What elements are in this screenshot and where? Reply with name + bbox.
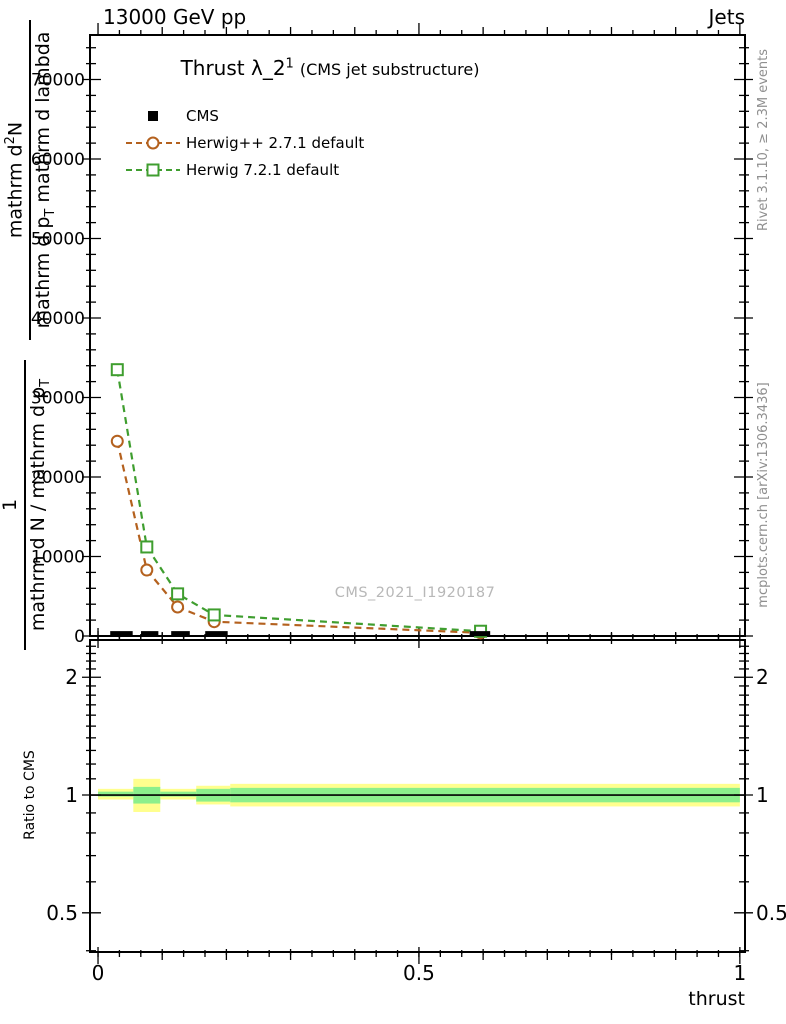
series-herwigpp-271 xyxy=(110,434,488,640)
legend-item-label: Herwig 7.2.1 default xyxy=(186,161,340,179)
cms-data-marker xyxy=(141,631,159,637)
plot-title-suffix: (CMS jet substructure) xyxy=(299,60,480,79)
analysis-id-watermark: CMS_2021_I1920187 xyxy=(334,585,496,601)
ratio-tick-label-right: 0.5 xyxy=(756,901,786,925)
ratio-tick-label-left: 2 xyxy=(65,665,78,689)
y-label-superscript: 2 xyxy=(3,136,18,145)
ratio-axis-label: Ratio to CMS xyxy=(22,750,38,840)
open-square-marker xyxy=(110,363,124,377)
analysis-group-label: Jets xyxy=(708,5,745,29)
y-label-text: mathrm d p xyxy=(32,216,55,329)
legend-item-label: Herwig++ 2.7.1 default xyxy=(186,134,365,152)
y-tick-label: 0 xyxy=(74,627,85,647)
cms-data-points xyxy=(110,631,491,637)
y-label-subscript: T xyxy=(37,378,53,387)
open-square-marker xyxy=(140,540,154,554)
y-axis-label-bottom-numerator: 1 xyxy=(0,498,21,512)
x-axis-label: thrust xyxy=(688,988,745,1010)
y-axis-label-top-fraction: mathrm d2N mathrm d pT mathrm d lambda xyxy=(3,20,65,340)
open-circle-marker xyxy=(171,600,185,614)
y-tick-label: 60000 xyxy=(31,150,85,170)
cms-data-marker xyxy=(205,631,228,637)
main-y-tick-labels: 0 10000 20000 30000 40000 50000 60000 70000 xyxy=(31,71,85,647)
open-circle-marker xyxy=(140,563,154,577)
y-tick-label: 20000 xyxy=(31,468,85,488)
legend-item-cms: CMS xyxy=(122,106,364,126)
beam-energy-label: 13000 GeV pp xyxy=(103,5,247,29)
fraction-bar xyxy=(23,360,26,650)
x-tick-labels: 0 0.5 1 xyxy=(92,961,747,985)
y-axis-label-bottom-fraction: 1 mathrm d N / mathrm d pT xyxy=(0,360,61,650)
y-tick-label: 50000 xyxy=(31,230,85,250)
cms-data-marker xyxy=(469,631,491,637)
y-label-text: mathrm d lambda xyxy=(32,31,55,209)
cms-data-marker xyxy=(171,631,190,637)
open-square-marker xyxy=(207,608,221,622)
y-tick-label: 70000 xyxy=(31,71,85,91)
legend-item-herwig-7-2-1-default: Herwig 7.2.1 default xyxy=(122,160,364,180)
y-label-text: mathrm d N / mathrm d p xyxy=(26,386,49,632)
x-tick-label: 0 xyxy=(92,961,105,985)
open-circle-icon xyxy=(126,136,180,150)
main-y-ticks xyxy=(82,47,753,637)
ratio-tick-label-left: 1 xyxy=(65,783,78,807)
x-axis-ticks xyxy=(97,23,741,964)
x-tick-label: 1 xyxy=(733,961,746,985)
y-tick-label: 40000 xyxy=(31,309,85,329)
filled-square-icon xyxy=(148,111,158,121)
plot-title-main: Thrust λ_2 xyxy=(180,56,286,80)
legend-item-label: CMS xyxy=(186,107,219,125)
ratio-y-ticks xyxy=(82,645,753,952)
y-label-text: N xyxy=(4,121,27,137)
open-circle-marker xyxy=(110,434,124,448)
rivet-version-note: Rivet 3.1.10, ≥ 2.3M events xyxy=(756,48,771,232)
ratio-band-green xyxy=(98,791,134,797)
ratio-band-green xyxy=(160,791,197,797)
y-tick-label: 30000 xyxy=(31,389,85,409)
open-square-icon xyxy=(126,163,180,177)
ratio-y-tick-labels: 0.5 0.5 1 1 2 2 xyxy=(46,665,786,925)
y-label-text: mathrm d xyxy=(4,144,27,239)
ratio-tick-label-left: 0.5 xyxy=(46,901,78,925)
ratio-tick-label-right: 1 xyxy=(756,783,769,807)
y-label-subscript: T xyxy=(42,208,58,217)
legend-item-herwig-2-7-1-default: Herwig++ 2.7.1 default xyxy=(122,133,364,153)
cms-data-marker xyxy=(110,631,133,637)
main-panel-frame xyxy=(89,34,746,637)
ratio-tick-label-right: 2 xyxy=(756,665,769,689)
ratio-panel-frame xyxy=(89,639,746,953)
y-tick-label: 10000 xyxy=(31,548,85,568)
x-tick-label: 0.5 xyxy=(403,961,435,985)
y-axis-label-bottom-denominator: mathrm d N / mathrm d pT xyxy=(27,379,54,631)
mcplots-reference-note: mcplots.cern.ch [arXiv:1306.3436] xyxy=(756,382,771,608)
fraction-bar xyxy=(29,20,32,340)
open-square-marker xyxy=(171,587,185,601)
y-axis-label-top-numerator: mathrm d2N xyxy=(3,114,28,246)
legend: CMS Herwig++ 2.7.1 default Herwig 7.2.1 de… xyxy=(122,106,364,187)
plot-title-superscript: 1 xyxy=(285,56,294,72)
plot-title: Thrust λ_21 (CMS jet substructure) xyxy=(181,56,480,80)
series-line xyxy=(116,440,481,634)
panel-frames xyxy=(89,34,746,953)
y-axis-label-top-denominator: mathrm d pT mathrm d lambda xyxy=(32,32,59,329)
